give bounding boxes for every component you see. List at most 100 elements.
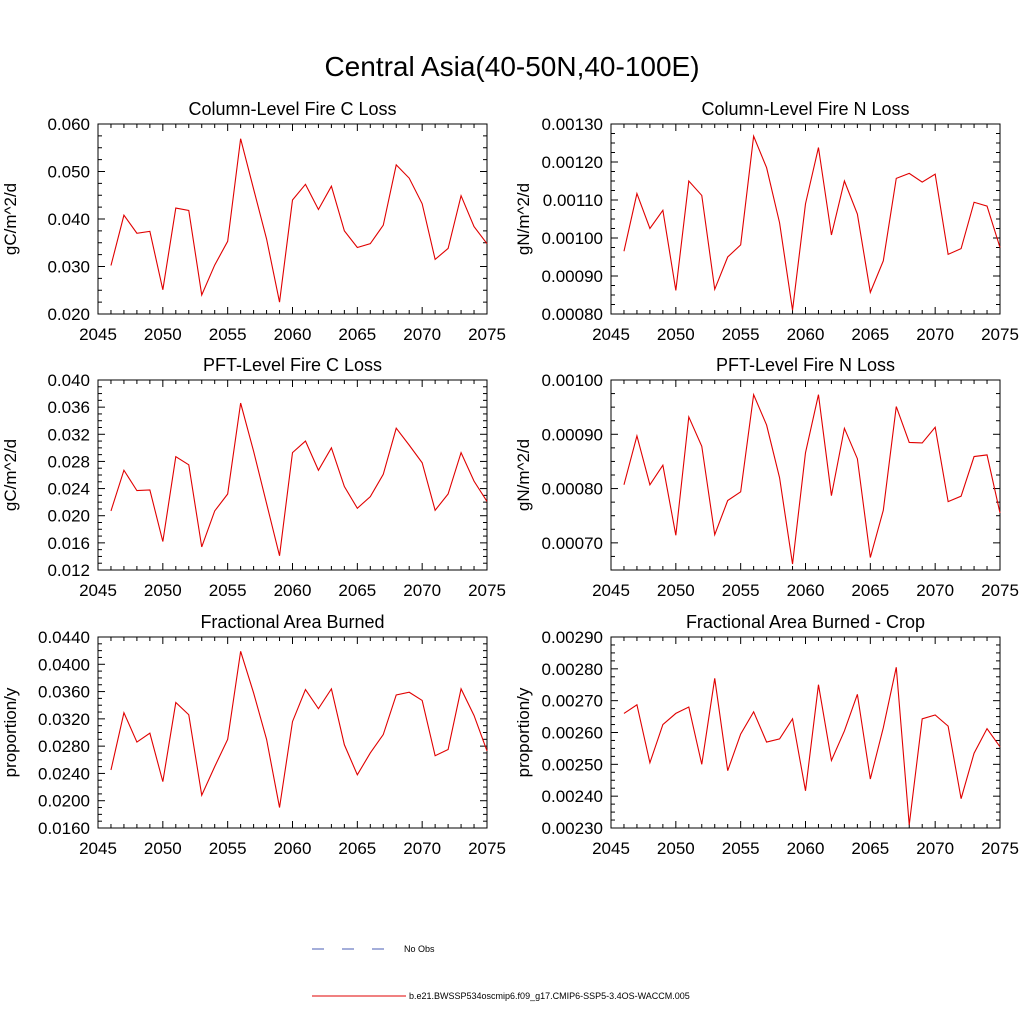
y-tick-label: 0.00100: [542, 371, 603, 390]
x-tick-label: 2070: [916, 839, 954, 858]
plot-frame: [610, 379, 1001, 571]
series-line: [110, 651, 488, 808]
panel-title: PFT-Level Fire C Loss: [203, 355, 382, 375]
x-tick-label: 2045: [79, 839, 117, 858]
y-tick-label: 0.0320: [38, 710, 90, 729]
x-tick-label: 2045: [592, 839, 630, 858]
x-tick-label: 2045: [592, 581, 630, 600]
x-tick-label: 2050: [144, 839, 182, 858]
y-tick-label: 0.00080: [542, 480, 603, 499]
y-tick-label: 0.00080: [542, 305, 603, 324]
y-tick-label: 0.00260: [542, 724, 603, 743]
x-tick-label: 2060: [274, 839, 312, 858]
x-tick-label: 2065: [851, 839, 889, 858]
y-tick-label: 0.040: [47, 210, 90, 229]
chart-panel-3: PFT-Level Fire C Loss gC/m^2/d 2045 2050 205…: [1, 355, 506, 600]
y-tick-label: 0.0280: [38, 737, 90, 756]
series-line: [623, 133, 1001, 311]
x-tick-label: 2050: [657, 581, 695, 600]
y-tick-label: 0.00130: [542, 115, 603, 134]
x-tick-label: 2050: [657, 839, 695, 858]
y-tick-label: 0.00090: [542, 425, 603, 444]
x-tick-label: 2050: [657, 325, 695, 344]
y-tick-label: 0.00250: [542, 755, 603, 774]
x-tick-label: 2075: [981, 325, 1019, 344]
y-tick-label: 0.0240: [38, 764, 90, 783]
x-tick-label: 2070: [916, 581, 954, 600]
y-tick-label: 0.020: [47, 305, 90, 324]
x-tick-label: 2055: [722, 581, 760, 600]
panel-title: Fractional Area Burned - Crop: [686, 612, 925, 632]
y-tick-label: 0.012: [47, 561, 90, 580]
plot-frame: [97, 379, 488, 571]
y-tick-label: 0.00120: [542, 153, 603, 172]
x-tick-label: 2075: [468, 839, 506, 858]
x-tick-label: 2060: [787, 839, 825, 858]
x-tick-label: 2075: [981, 839, 1019, 858]
y-axis-label: proportion/y: [1, 687, 20, 777]
chart-panel-6: Fractional Area Burned - Crop proportion/…: [514, 612, 1019, 858]
y-tick-label: 0.016: [47, 534, 90, 553]
x-tick-label: 2045: [592, 325, 630, 344]
series-line: [623, 392, 1001, 565]
x-tick-label: 2075: [468, 325, 506, 344]
x-tick-label: 2070: [403, 839, 441, 858]
y-axis-label: proportion/y: [514, 687, 533, 777]
x-tick-label: 2050: [144, 581, 182, 600]
y-tick-label: 0.030: [47, 258, 90, 277]
y-tick-label: 0.036: [47, 398, 90, 417]
y-tick-label: 0.028: [47, 452, 90, 471]
x-tick-label: 2055: [209, 839, 247, 858]
legend-obs-label: No Obs: [404, 944, 435, 954]
figure-title: Central Asia(40-50N,40-100E): [324, 51, 699, 82]
y-tick-label: 0.0400: [38, 655, 90, 674]
y-tick-label: 0.00100: [542, 229, 603, 248]
x-tick-label: 2075: [468, 581, 506, 600]
x-tick-label: 2050: [144, 325, 182, 344]
panel-title: Fractional Area Burned: [200, 612, 384, 632]
chart-panel-2: Column-Level Fire N Loss gN/m^2/d 2045 2050…: [514, 99, 1019, 344]
x-tick-label: 2065: [851, 325, 889, 344]
y-axis-label: gC/m^2/d: [1, 183, 20, 255]
y-tick-label: 0.0160: [38, 819, 90, 838]
y-axis-label: gN/m^2/d: [514, 183, 533, 255]
x-tick-label: 2045: [79, 581, 117, 600]
x-tick-label: 2055: [722, 839, 760, 858]
y-tick-label: 0.060: [47, 115, 90, 134]
y-tick-label: 0.0360: [38, 683, 90, 702]
legend: No Obs b.e21.BWSSP534oscmip6.f09_g17.CMI…: [312, 944, 690, 1001]
panel-title: PFT-Level Fire N Loss: [716, 355, 895, 375]
y-axis-label: gC/m^2/d: [1, 439, 20, 511]
y-tick-label: 0.0200: [38, 792, 90, 811]
x-tick-label: 2070: [403, 325, 441, 344]
y-tick-label: 0.020: [47, 507, 90, 526]
y-tick-label: 0.00240: [542, 787, 603, 806]
x-tick-label: 2065: [338, 581, 376, 600]
y-tick-label: 0.00070: [542, 534, 603, 553]
y-tick-label: 0.00270: [542, 692, 603, 711]
x-tick-label: 2070: [403, 581, 441, 600]
x-tick-label: 2060: [787, 581, 825, 600]
chart-panel-1: Column-Level Fire C Loss gC/m^2/d 2045 2050…: [1, 99, 506, 344]
chart-panel-5: Fractional Area Burned proportion/y 2045 20…: [1, 612, 506, 858]
x-tick-label: 2060: [787, 325, 825, 344]
y-tick-label: 0.00290: [542, 628, 603, 647]
x-tick-label: 2045: [79, 325, 117, 344]
y-tick-label: 0.00110: [543, 191, 603, 210]
chart-panel-4: PFT-Level Fire N Loss gN/m^2/d 2045 2050 205…: [514, 355, 1019, 600]
x-tick-label: 2070: [916, 325, 954, 344]
y-tick-label: 0.00090: [542, 267, 603, 286]
x-tick-label: 2055: [722, 325, 760, 344]
legend-model-label: b.e21.BWSSP534oscmip6.f09_g17.CMIP6-SSP5…: [409, 991, 690, 1001]
series-line: [110, 138, 488, 303]
y-tick-label: 0.040: [47, 371, 90, 390]
y-tick-label: 0.0440: [38, 628, 90, 647]
y-axis-label: gN/m^2/d: [514, 439, 533, 511]
x-tick-label: 2065: [338, 839, 376, 858]
y-tick-label: 0.024: [47, 480, 90, 499]
y-tick-label: 0.050: [47, 163, 90, 182]
x-tick-label: 2065: [851, 581, 889, 600]
y-tick-label: 0.00230: [542, 819, 603, 838]
x-tick-label: 2065: [338, 325, 376, 344]
